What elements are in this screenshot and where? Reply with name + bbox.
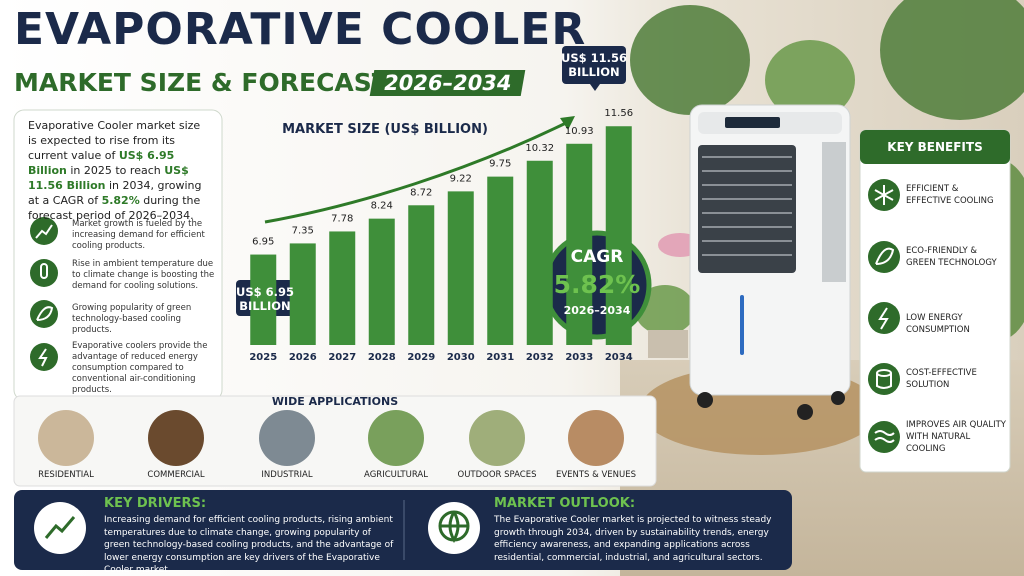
cagr-value: 5.82%	[554, 270, 641, 299]
intro-segment: US$ 6.95 Billion	[28, 149, 175, 177]
intro-text: Evaporative Cooler market size is expect…	[28, 118, 210, 223]
application-label: EVENTS & VENUES	[555, 470, 637, 480]
x-tick-label: 2028	[368, 352, 396, 363]
title-years: 2026–2034	[369, 70, 526, 96]
x-tick-label: 2026	[289, 352, 317, 363]
bar	[447, 191, 474, 345]
cagr-label: CAGR	[571, 247, 624, 267]
value-label: 10.32	[525, 143, 554, 154]
bar	[566, 143, 593, 345]
bar	[605, 126, 632, 345]
driver-item: Rise in ambient temperature due to clima…	[72, 259, 215, 291]
bar	[408, 205, 435, 345]
intro-segment: Evaporative Cooler market size is expect…	[28, 119, 201, 162]
x-tick-label: 2025	[249, 352, 277, 363]
x-tick-label: 2034	[605, 352, 633, 363]
bar	[487, 176, 514, 345]
x-tick-label: 2032	[526, 352, 554, 363]
drivers-title: KEY DRIVERS:	[104, 496, 207, 511]
application-label: OUTDOOR SPACES	[457, 470, 537, 480]
benefit-item: COST-EFFECTIVE SOLUTION	[906, 368, 977, 390]
callout-text: US$ 6.95	[236, 285, 294, 299]
chart-title: MARKET SIZE (US$ BILLION)	[282, 122, 488, 137]
value-label: 11.56	[604, 108, 633, 119]
callout-text: BILLION	[239, 299, 290, 313]
x-tick-label: 2029	[407, 352, 435, 363]
cooler-illustration	[689, 104, 851, 420]
cagr-period: 2026–2034	[564, 304, 631, 317]
benefit-item: EFFICIENT & EFFECTIVE COOLING	[906, 184, 994, 206]
driver-item: Growing popularity of green technology-b…	[72, 303, 192, 335]
callout-text: BILLION	[568, 65, 619, 79]
bar	[329, 231, 356, 345]
bar	[368, 218, 395, 345]
intro-segment: 5.82%	[101, 194, 140, 207]
intro-segment: in 2025 to reach	[66, 164, 165, 177]
callout-text: US$ 11.56	[561, 51, 627, 65]
title-line2: MARKET SIZE & FORECAST	[14, 68, 389, 97]
x-tick-label: 2033	[565, 352, 593, 363]
bar	[250, 254, 277, 345]
intro-segment: during the forecast period of 2026–2034.	[28, 194, 201, 222]
benefit-item: IMPROVES AIR QUALITY WITH NATURAL COOLIN…	[906, 420, 1006, 454]
value-label: 8.72	[410, 187, 432, 198]
outlook-text: The Evaporative Cooler market is project…	[494, 515, 772, 563]
bar-chart: MARKET SIZE (US$ BILLION) 6.95 2025 7.35 202…	[236, 51, 640, 363]
title-line1: EVAPORATIVE COOLER	[14, 4, 587, 55]
value-label: 10.93	[565, 126, 594, 137]
application-label: COMMERCIAL	[147, 470, 205, 480]
benefit-item: ECO-FRIENDLY & GREEN TECHNOLOGY	[906, 246, 997, 268]
value-label: 8.24	[371, 201, 393, 212]
x-tick-label: 2027	[328, 352, 356, 363]
application-label: INDUSTRIAL	[261, 470, 313, 480]
benefits-title: KEY BENEFITS	[887, 140, 983, 154]
intro-segment: US$ 11.56 Billion	[28, 164, 189, 192]
driver-item: Market growth is fueled by the increasin…	[72, 219, 205, 251]
bar	[289, 243, 316, 345]
x-tick-label: 2031	[486, 352, 514, 363]
value-label: 7.35	[292, 225, 314, 236]
driver-item: Evaporative coolers provide the advantag…	[72, 341, 208, 395]
application-label: RESIDENTIAL	[38, 470, 94, 480]
value-label: 9.75	[489, 159, 511, 170]
applications-title: WIDE APPLICATIONS	[271, 395, 399, 408]
outlook-title: MARKET OUTLOOK:	[494, 496, 636, 511]
value-label: 6.95	[252, 237, 274, 248]
value-label: 9.22	[450, 173, 472, 184]
intro-segment: in 2034, growing at a CAGR of	[28, 179, 202, 207]
x-tick-label: 2030	[447, 352, 475, 363]
value-label: 7.78	[331, 213, 353, 224]
application-label: AGRICULTURAL	[364, 470, 428, 480]
drivers-text: Increasing demand for efficient cooling …	[104, 515, 394, 575]
benefit-item: LOW ENERGY CONSUMPTION	[906, 313, 970, 335]
bar	[526, 160, 553, 345]
